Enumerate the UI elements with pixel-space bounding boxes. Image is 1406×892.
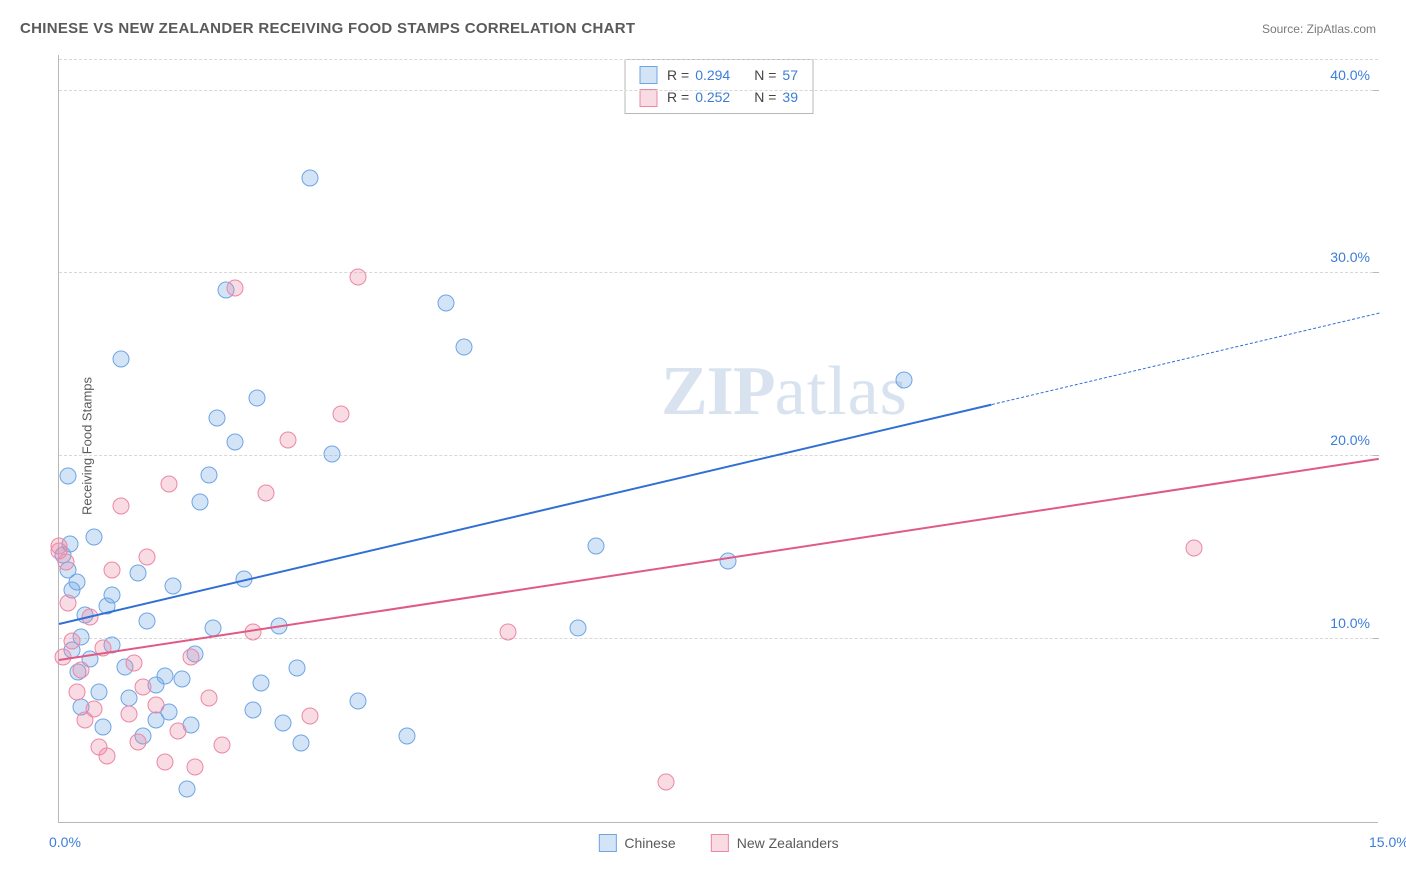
data-point <box>112 351 129 368</box>
source-label: Source: ZipAtlas.com <box>1262 22 1376 36</box>
data-point <box>125 654 142 671</box>
data-point <box>90 684 107 701</box>
data-point <box>200 466 217 483</box>
chart-title: CHINESE VS NEW ZEALANDER RECEIVING FOOD … <box>20 20 635 37</box>
y-tick-label: 10.0% <box>1330 615 1370 631</box>
scatter-chart: ZIPatlas R =0.294N =57R =0.252N =39 Chin… <box>58 55 1378 823</box>
data-point <box>275 715 292 732</box>
data-point <box>130 733 147 750</box>
data-point <box>174 671 191 688</box>
legend-label: New Zealanders <box>737 835 839 851</box>
data-point <box>213 737 230 754</box>
data-point <box>301 170 318 187</box>
x-tick-label: 15.0% <box>1369 834 1406 850</box>
data-point <box>293 735 310 752</box>
data-point <box>121 706 138 723</box>
data-point <box>200 689 217 706</box>
data-point <box>587 537 604 554</box>
data-point <box>227 433 244 450</box>
data-point <box>288 660 305 677</box>
data-point <box>178 781 195 798</box>
data-point <box>86 528 103 545</box>
data-point <box>183 649 200 666</box>
legend-swatch <box>711 834 729 852</box>
data-point <box>156 667 173 684</box>
data-point <box>244 702 261 719</box>
data-point <box>301 707 318 724</box>
data-point <box>398 728 415 745</box>
data-point <box>112 497 129 514</box>
trendline <box>992 313 1379 405</box>
data-point <box>130 565 147 582</box>
data-point <box>227 280 244 297</box>
data-point <box>332 406 349 423</box>
data-point <box>1186 539 1203 556</box>
data-point <box>719 552 736 569</box>
data-point <box>895 371 912 388</box>
data-point <box>187 759 204 776</box>
trendline <box>59 403 992 624</box>
data-point <box>165 578 182 595</box>
data-point <box>64 632 81 649</box>
legend-row: R = 0.294 N = 57 <box>639 64 798 86</box>
data-point <box>161 475 178 492</box>
data-point <box>147 696 164 713</box>
legend-item: Chinese <box>598 834 675 852</box>
data-point <box>139 612 156 629</box>
y-tick-label: 30.0% <box>1330 249 1370 265</box>
n-label: N = <box>754 64 776 86</box>
data-point <box>68 684 85 701</box>
data-point <box>103 587 120 604</box>
data-point <box>68 574 85 591</box>
data-point <box>658 773 675 790</box>
data-point <box>73 662 90 679</box>
y-tick-label: 40.0% <box>1330 67 1370 83</box>
trendline <box>59 458 1379 661</box>
gridline <box>59 455 1378 456</box>
x-tick-label: 0.0% <box>49 834 81 850</box>
data-point <box>350 269 367 286</box>
data-point <box>99 748 116 765</box>
legend-swatch <box>598 834 616 852</box>
data-point <box>156 753 173 770</box>
data-point <box>58 554 75 571</box>
legend-label: Chinese <box>624 835 675 851</box>
data-point <box>323 446 340 463</box>
watermark: ZIPatlas <box>661 352 908 432</box>
gridline <box>59 90 1378 91</box>
data-point <box>59 594 76 611</box>
data-point <box>134 678 151 695</box>
legend-swatch <box>639 66 657 84</box>
data-point <box>257 484 274 501</box>
data-point <box>59 468 76 485</box>
data-point <box>86 700 103 717</box>
r-label: R = <box>667 64 689 86</box>
r-value: 0.294 <box>695 64 730 86</box>
data-point <box>139 548 156 565</box>
legend-swatch <box>639 89 657 107</box>
data-point <box>253 675 270 692</box>
correlation-legend: R =0.294N =57R =0.252N =39 <box>624 59 813 114</box>
data-point <box>95 718 112 735</box>
gridline <box>59 272 1378 273</box>
data-point <box>350 693 367 710</box>
data-point <box>499 623 516 640</box>
data-point <box>455 338 472 355</box>
data-point <box>103 561 120 578</box>
data-point <box>191 494 208 511</box>
data-point <box>438 294 455 311</box>
data-point <box>279 431 296 448</box>
data-point <box>169 722 186 739</box>
data-point <box>209 409 226 426</box>
data-point <box>249 389 266 406</box>
data-point <box>51 537 68 554</box>
series-legend: Chinese New Zealanders <box>598 834 838 852</box>
legend-item: New Zealanders <box>711 834 839 852</box>
n-value: 57 <box>782 64 798 86</box>
y-tick-label: 20.0% <box>1330 432 1370 448</box>
data-point <box>570 620 587 637</box>
